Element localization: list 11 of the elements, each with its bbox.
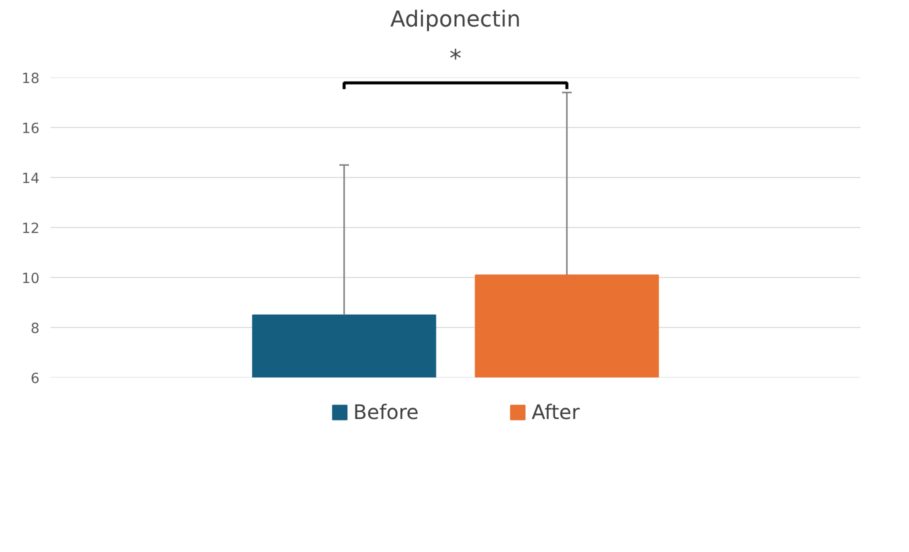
y-tick-label: 10 [22,271,40,287]
y-tick-label: 6 [30,371,40,387]
y-tick-label: 18 [22,71,40,87]
y-tick-label: 12 [22,221,40,237]
text: * [450,44,462,72]
chart-title: Adiponectin [390,8,521,32]
y-tick-label: 8 [30,321,40,337]
y-tick-label: 14 [22,171,40,187]
legend-label: Before [353,400,419,424]
y-tick-label: 16 [22,121,40,137]
legend-label: After [532,400,580,424]
